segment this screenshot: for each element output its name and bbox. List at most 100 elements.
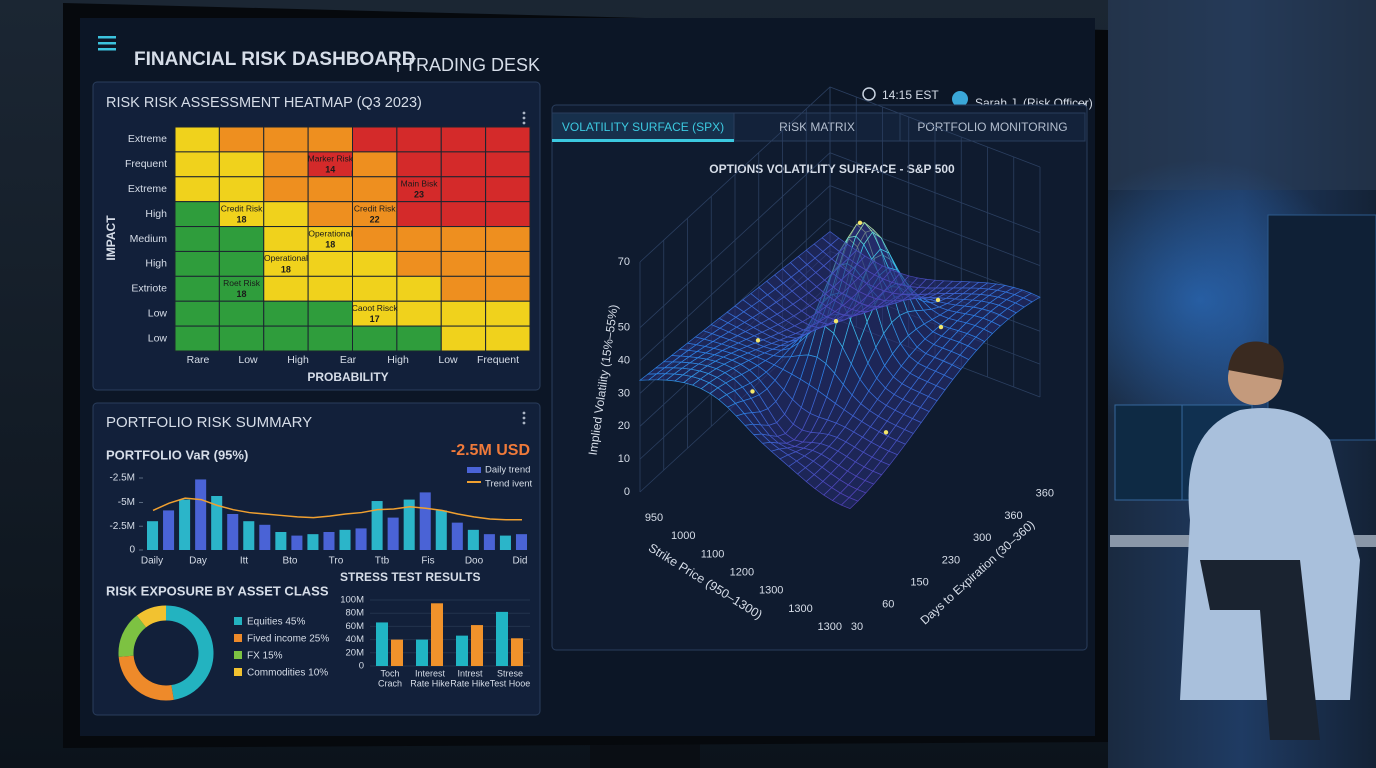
trend-line — [152, 497, 522, 521]
heatmap-cell — [485, 275, 531, 302]
stress-bar — [431, 603, 443, 666]
heatmap-cell — [396, 226, 442, 252]
user-avatar[interactable] — [952, 91, 968, 107]
heatmap-cell — [263, 226, 309, 252]
header-subtitle: TRADING DESK — [405, 55, 540, 75]
heatmap-cell — [174, 226, 220, 252]
stress-bar — [471, 625, 483, 666]
heatmap-cell — [174, 151, 220, 178]
heatmap-cell — [396, 250, 442, 277]
var-bar — [515, 534, 527, 550]
days-tick-label: 300 — [973, 532, 991, 544]
heatmap-cell — [263, 250, 309, 277]
heatmap-cell — [218, 176, 265, 203]
heatmap-cell — [396, 300, 442, 327]
x-tick-label: Did — [512, 556, 527, 567]
person-hair — [1228, 341, 1284, 380]
panel-menu[interactable] — [522, 411, 526, 425]
heatmap-cell — [307, 275, 353, 302]
heatmap-col-label: High — [387, 354, 409, 366]
surface-point — [857, 220, 863, 225]
x-tick-label: Itt — [240, 556, 249, 567]
risk-score: 18 — [237, 214, 247, 224]
heatmap-cell — [485, 226, 531, 252]
days-tick-label: 360 — [1004, 510, 1022, 522]
var-bar — [243, 521, 255, 550]
heatmap-row-label: Low — [148, 332, 168, 344]
person-body — [1180, 408, 1360, 700]
y-tick-label: 100M — [340, 595, 364, 606]
strike-tick-label: 1000 — [671, 530, 695, 542]
var-bar — [435, 510, 447, 550]
strike-tick-label: 1100 — [701, 548, 725, 560]
z-tick-label: 10 — [618, 453, 630, 465]
legend-label: Trend ivent — [485, 479, 533, 490]
heatmap-cell — [440, 201, 487, 228]
heatmap-cell — [352, 250, 398, 277]
heatmap-col-label: High — [287, 354, 309, 366]
heatmap-row-label: Frequent — [125, 158, 167, 170]
heatmap-cell — [440, 250, 487, 277]
heatmap-cell — [485, 126, 531, 153]
var-bar — [323, 532, 335, 550]
x-tick-label: Bto — [282, 556, 297, 567]
x-tick-label: Doo — [465, 556, 484, 567]
heatmap-row-label: Extreme — [128, 183, 167, 195]
var-bar — [403, 499, 415, 550]
menu-bar — [98, 48, 116, 51]
y-tick-label: 40M — [346, 634, 365, 645]
stress-title: STRESS TEST RESULTS — [340, 570, 480, 584]
var-title: PORTFOLIO VaR (95%) — [106, 447, 248, 462]
heatmap-cell — [218, 300, 265, 327]
tab-label[interactable]: VOLATILITY SURFACE (SPX) — [562, 120, 724, 134]
heatmap-row-label: Extreme — [128, 133, 167, 145]
heatmap-cell — [352, 325, 398, 352]
grid-line — [639, 185, 1041, 361]
heatmap-cell — [440, 151, 487, 178]
risk-label: Roet Risk — [223, 278, 261, 288]
x-tick-label: Fis — [421, 556, 434, 567]
tab[interactable] — [899, 112, 1086, 142]
heatmap-cell — [396, 275, 442, 302]
menu-bar — [98, 36, 116, 39]
heatmap-cell — [174, 201, 220, 228]
heatmap-cell — [307, 300, 353, 327]
legend-label: FX 15% — [247, 651, 283, 662]
menu-icon[interactable] — [98, 36, 116, 51]
legend-swatch — [234, 634, 242, 642]
heatmap-cell — [174, 176, 220, 203]
heatmap-cell — [440, 126, 487, 153]
surface-point — [755, 338, 761, 343]
heatmap-cell — [307, 201, 353, 228]
heatmap-cell — [263, 126, 309, 153]
heatmap-cell — [485, 250, 531, 277]
tab-label[interactable]: PORTFOLIO MONITORING — [917, 120, 1067, 134]
heatmap-cell — [263, 300, 309, 327]
heatmap-cell — [352, 275, 398, 302]
panel-menu[interactable] — [522, 111, 526, 125]
heatmap-cell — [218, 275, 265, 302]
tab-label[interactable]: RISK MATRIX — [779, 120, 855, 134]
var-bar — [195, 479, 207, 550]
var-bar — [499, 535, 511, 550]
heatmap-cell — [218, 325, 265, 352]
y-tick-label: -2.5M — [109, 473, 135, 484]
legend-swatch — [467, 467, 481, 473]
risk-score: 14 — [325, 165, 335, 175]
donut-segment — [165, 605, 214, 700]
tab[interactable] — [551, 112, 735, 142]
y-tick-label: 80M — [346, 608, 365, 619]
heatmap-cell — [218, 201, 265, 228]
header-time: 14:15 EST — [882, 88, 939, 102]
menu-bar — [98, 42, 116, 45]
days-tick-label: 360 — [1036, 488, 1054, 500]
y-tick-label: -2.5M — [109, 521, 135, 532]
risk-label: Marker Risk — [308, 154, 354, 164]
y-tick-label: 60M — [346, 621, 365, 632]
surface-point — [750, 389, 755, 394]
heatmap-cell — [485, 151, 531, 178]
legend-swatch — [234, 668, 242, 676]
legend-label: Equities 45% — [247, 617, 305, 628]
